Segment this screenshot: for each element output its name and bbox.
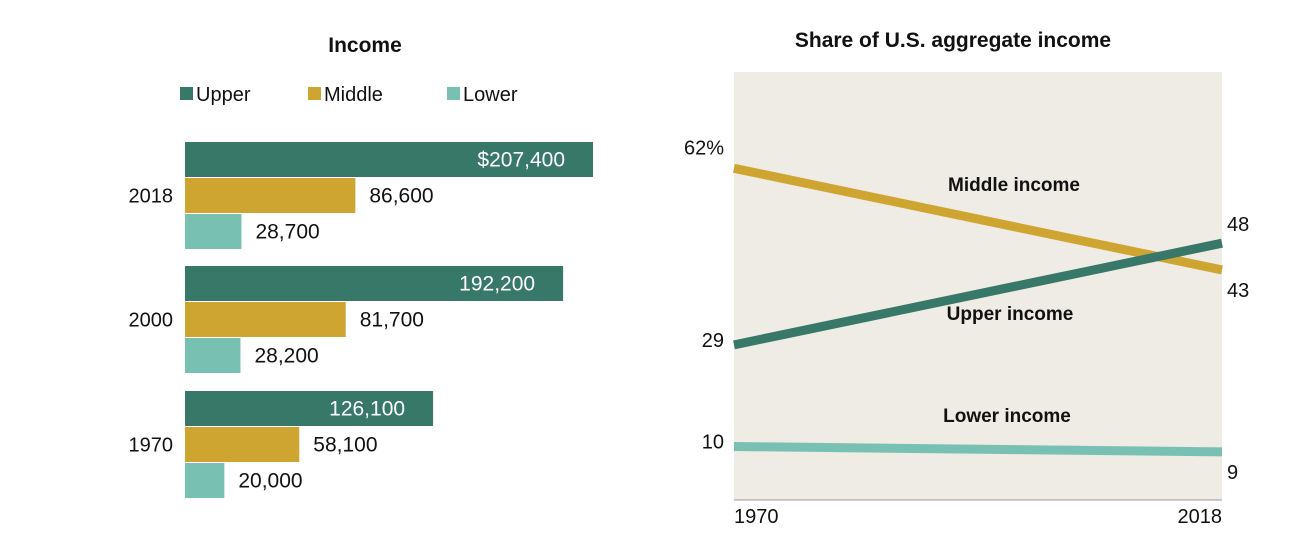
bar-value-2018-middle: 86,600	[369, 185, 433, 208]
line-lower-income	[733, 442, 1223, 457]
bar-chart-title: Income	[328, 34, 402, 57]
income-bar-chart: Income Upper Middle Lower 2018 2000 1970 $20…	[129, 34, 593, 498]
line-middle-income	[733, 163, 1223, 275]
line-end-label-lower-income: 9	[1227, 462, 1238, 484]
line-chart-plot-area	[734, 72, 1222, 500]
line-start-label-middle-income: 62%	[684, 137, 724, 159]
x-tick-2018: 2018	[1178, 506, 1223, 528]
bar-2018-lower	[185, 214, 242, 249]
bar-1970-upper	[185, 391, 434, 426]
bar-chart-value-labels: $207,400 86,600 28,700 192,200 81,700 28,200 1…	[238, 149, 565, 493]
bar-value-1970-middle: 58,100	[313, 434, 377, 457]
line-chart-title: Share of U.S. aggregate income	[795, 29, 1111, 52]
bar-chart-bars	[185, 142, 593, 498]
bar-chart-legend: Upper Middle Lower	[180, 84, 518, 106]
line-end-label-upper-income: 48	[1227, 214, 1249, 236]
line-chart-series: 62% 43 Middle income 29 48 Upper income 10 9 Low…	[684, 137, 1249, 484]
bar-value-1970-lower: 20,000	[238, 470, 302, 493]
series-name-upper-income: Upper income	[947, 304, 1074, 325]
bar-value-2018-upper: $207,400	[477, 149, 565, 172]
bar-value-2000-middle: 81,700	[360, 309, 424, 332]
line-upper-income	[733, 238, 1223, 350]
bar-2018-upper	[185, 142, 593, 177]
bar-2000-middle	[185, 302, 346, 337]
legend-swatch-lower	[447, 87, 460, 100]
legend-label-lower: Lower	[463, 84, 518, 106]
line-start-label-lower-income: 10	[702, 432, 724, 454]
line-chart-x-ticks: 1970 2018	[734, 506, 1222, 528]
bar-2000-upper	[185, 266, 564, 301]
series-name-middle-income: Middle income	[948, 175, 1080, 196]
legend-swatch-middle	[308, 87, 321, 100]
legend-swatch-upper	[180, 87, 193, 100]
share-line-chart: Share of U.S. aggregate income 62% 43 Midd…	[684, 29, 1249, 528]
series-name-lower-income: Lower income	[943, 406, 1071, 427]
line-start-label-upper-income: 29	[702, 330, 724, 352]
bar-1970-lower	[185, 463, 225, 498]
line-end-label-middle-income: 43	[1227, 280, 1249, 302]
bar-value-2018-lower: 28,700	[255, 221, 319, 244]
category-label-2018: 2018	[129, 186, 174, 208]
bar-chart-categories: 2018 2000 1970	[129, 186, 174, 457]
x-tick-1970: 1970	[734, 506, 779, 528]
bar-value-2000-upper: 192,200	[459, 273, 535, 296]
bar-value-2000-lower: 28,200	[254, 345, 318, 368]
category-label-1970: 1970	[129, 435, 174, 457]
category-label-2000: 2000	[129, 310, 174, 332]
bar-value-1970-upper: 126,100	[329, 398, 405, 421]
legend-label-upper: Upper	[196, 84, 251, 106]
bar-2000-lower	[185, 338, 241, 373]
legend-label-middle: Middle	[324, 84, 383, 106]
bar-2018-middle	[185, 178, 356, 213]
bar-1970-middle	[185, 427, 300, 462]
